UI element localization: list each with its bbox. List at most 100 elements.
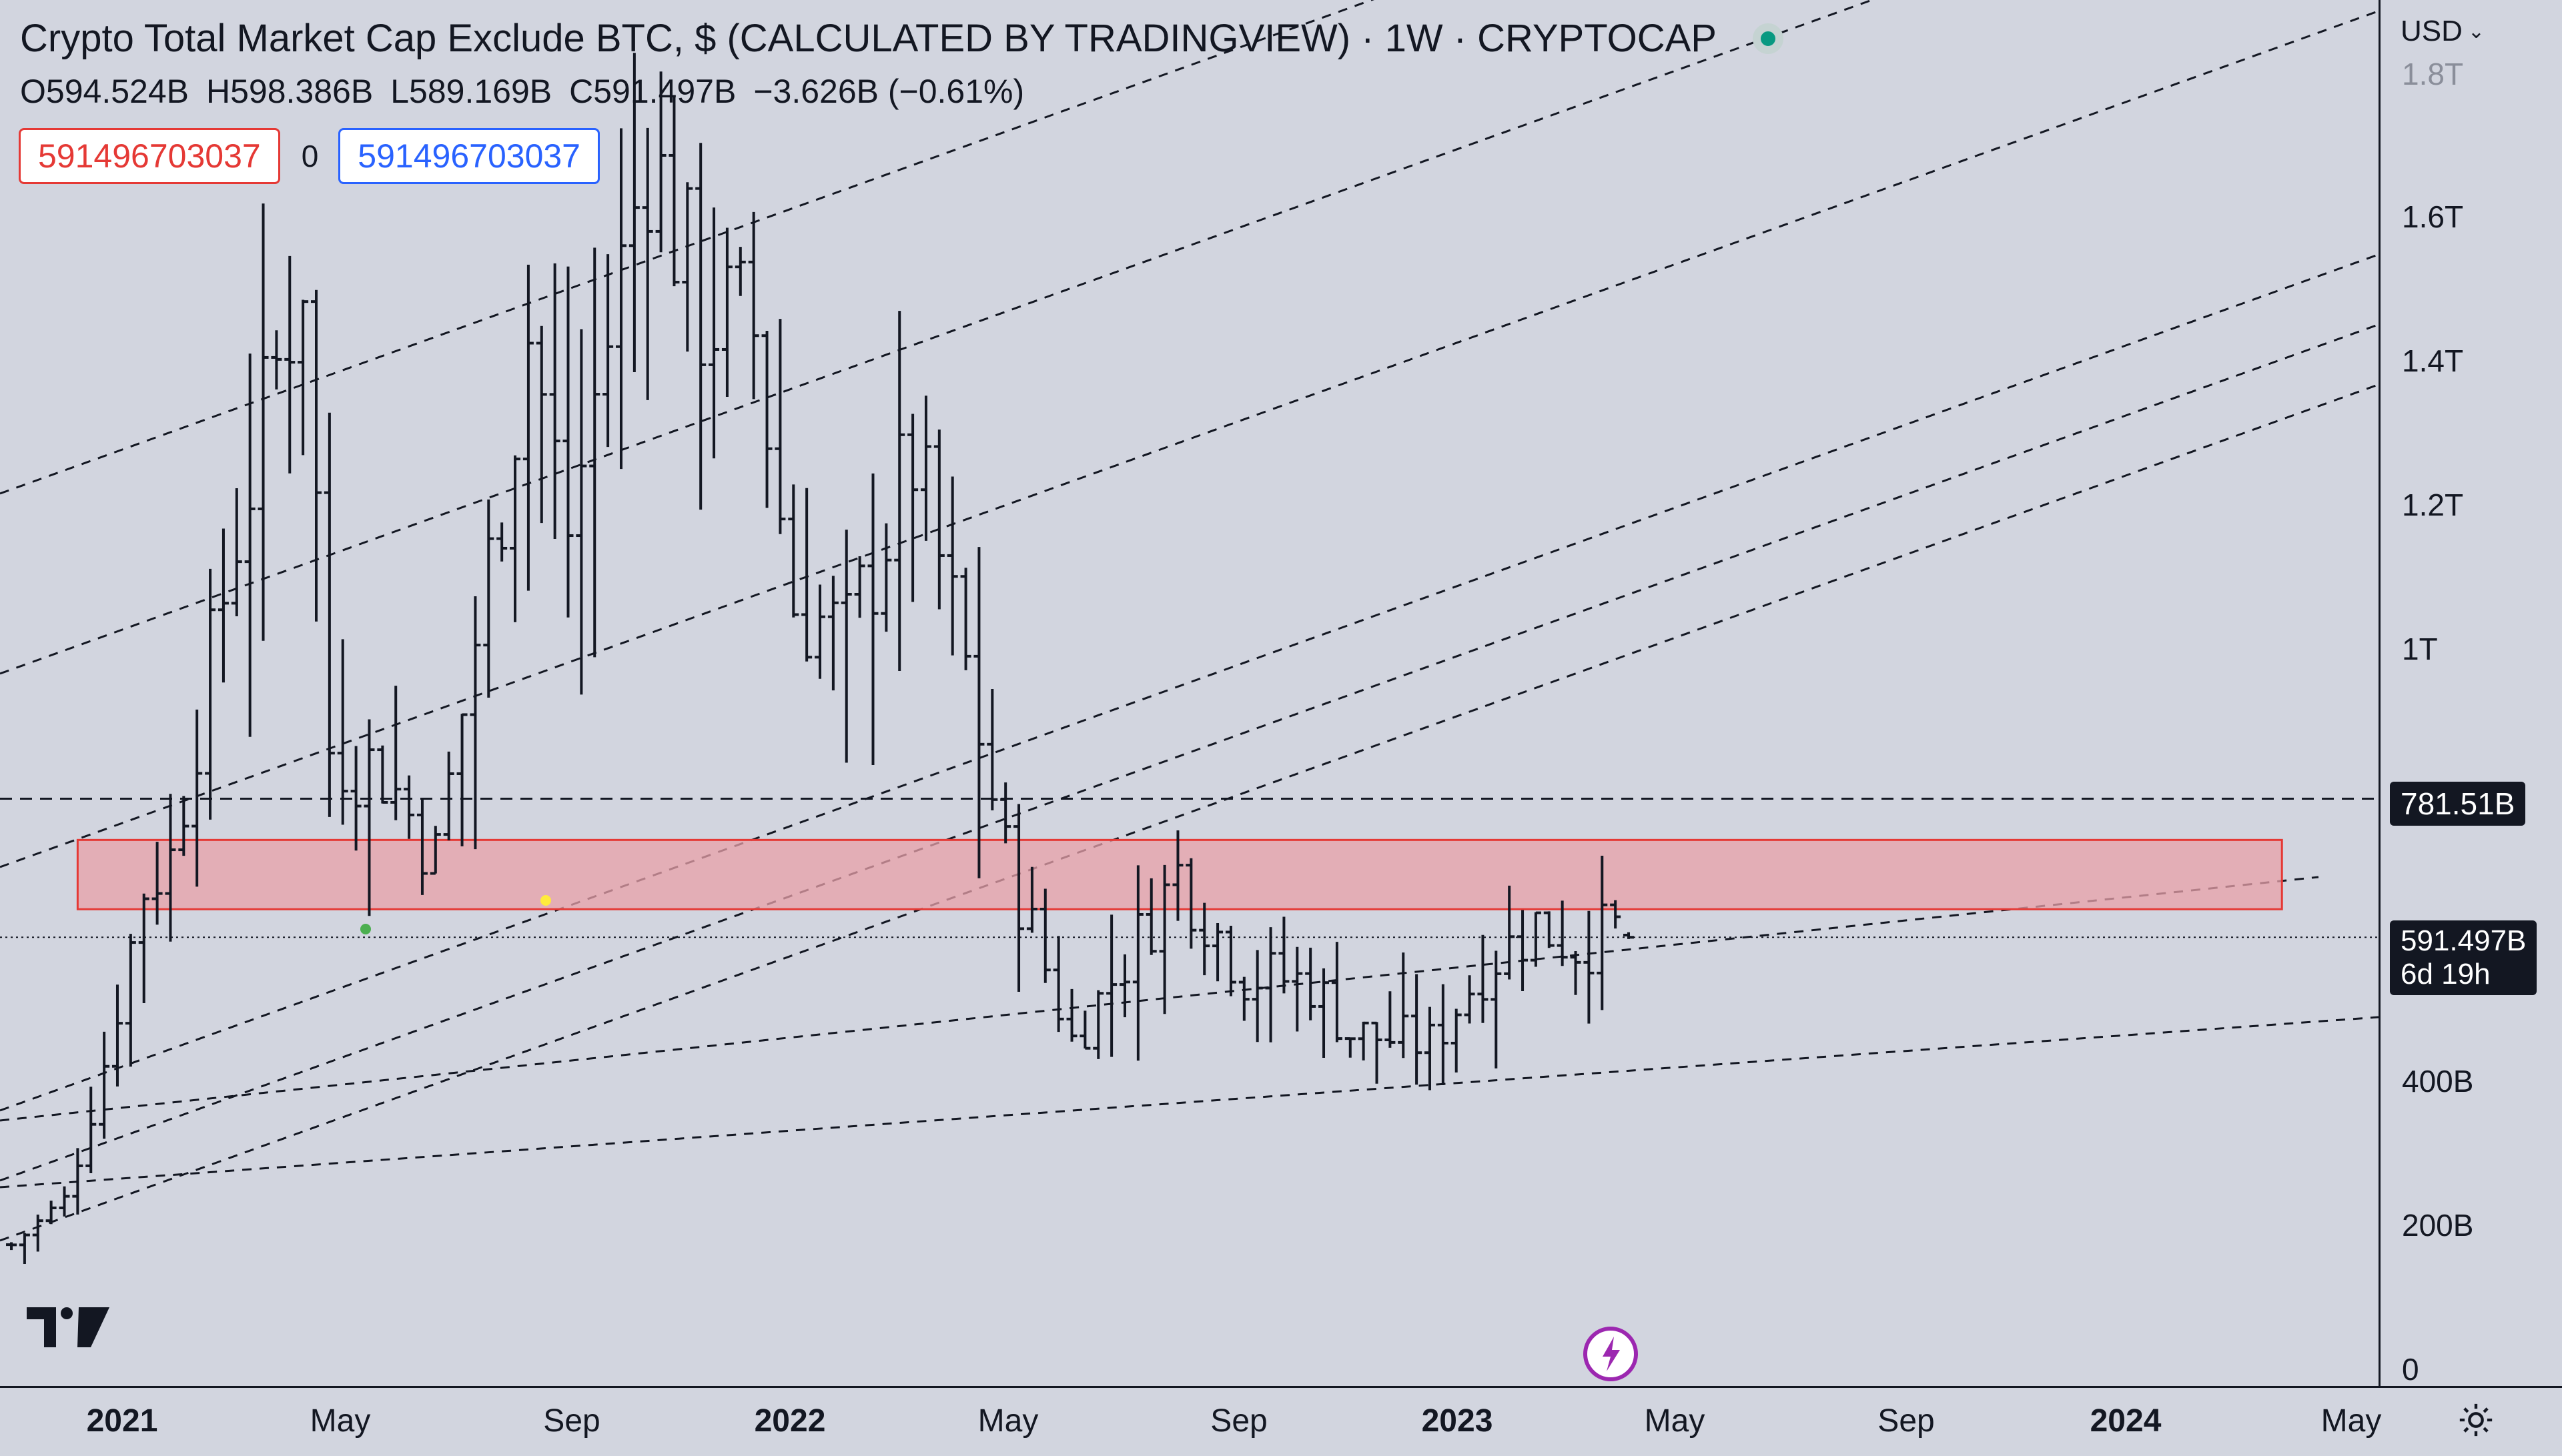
ohlc-bar: [1597, 856, 1608, 1010]
ohlc-open: O594.524B: [20, 73, 189, 110]
ohlc-bar: [655, 71, 667, 253]
ohlc-bar: [125, 934, 136, 1067]
ohlc-bar: [72, 1148, 83, 1215]
y-tick: 0: [2402, 1352, 2419, 1387]
ohlc-bar: [589, 247, 600, 658]
trend-line: [0, 323, 2379, 1182]
ohlc-bar: [1517, 910, 1529, 991]
ohlc-bar: [1265, 927, 1276, 1042]
chevron-down-icon: ⌄: [2467, 20, 2485, 43]
ohlc-bar: [456, 713, 468, 846]
x-tick: 2023: [1421, 1403, 1493, 1439]
ohlc-bar: [1093, 990, 1104, 1059]
trade-panel: 591496703037 0 591496703037: [19, 128, 600, 184]
ohlc-bar: [1106, 914, 1118, 1057]
ohlc-bar: [496, 522, 508, 562]
ohlc-bar: [615, 128, 626, 470]
trend-line: [0, 0, 1875, 675]
ohlc-bar: [1450, 1008, 1462, 1072]
currency-label: USD: [2401, 15, 2463, 47]
marker-dot: [540, 895, 551, 906]
trend-line: [0, 1016, 2379, 1189]
ohlc-bar: [205, 568, 216, 820]
ohlc-bar: [1504, 885, 1515, 980]
ohlc-bar: [1225, 926, 1236, 996]
ohlc-bar: [1358, 1021, 1369, 1060]
ohlc-bar: [258, 203, 269, 641]
ohlc-bar: [324, 412, 335, 817]
ohlc-bar: [1398, 952, 1409, 1058]
price-zone: [76, 838, 2283, 910]
ohlc-bar: [788, 484, 799, 618]
ohlc-bar: [99, 1031, 110, 1139]
y-tick: 200B: [2402, 1208, 2474, 1243]
ohlc-bar: [761, 330, 773, 508]
trend-line: [0, 253, 2379, 1112]
ohlc-bar: [1238, 976, 1250, 1021]
ohlc-bar: [231, 488, 242, 616]
ohlc-bar: [350, 746, 362, 851]
price-axis[interactable]: [2379, 0, 2562, 1386]
ohlc-bar: [45, 1201, 57, 1225]
ohlc-bar: [390, 686, 402, 820]
price-chart[interactable]: [0, 0, 2379, 1386]
ohlc-bar: [337, 639, 348, 825]
chart-title[interactable]: Crypto Total Market Cap Exclude BTC, $ (…: [20, 16, 1793, 61]
ohlc-bar: [85, 1086, 97, 1174]
ohlc-bar: [1252, 950, 1263, 1042]
ohlc-bar: [218, 528, 229, 683]
ohlc-bar: [841, 530, 852, 763]
y-tick: 1.8T: [2402, 57, 2464, 91]
x-tick: Sep: [1210, 1403, 1268, 1439]
ohlc-bar: [298, 299, 309, 456]
ohlc-bar: [510, 455, 521, 622]
ohlc-bar: [1610, 900, 1621, 929]
ohlc-bar: [748, 211, 759, 400]
y-tick: 400B: [2402, 1064, 2474, 1099]
ohlc-bar: [973, 547, 985, 878]
ohlc-bar: [191, 709, 203, 887]
ohlc-bar: [735, 247, 746, 296]
time-axis[interactable]: [0, 1386, 2562, 1456]
ohlc-bar: [1199, 902, 1210, 976]
ohlc-bar: [933, 429, 945, 610]
ohlc-bars: [6, 53, 1635, 1265]
ohlc-bar: [404, 775, 415, 839]
ohlc-bar: [178, 796, 189, 856]
ohlc-bar: [815, 584, 826, 679]
ohlc-bar: [1344, 1037, 1356, 1058]
ohlc-high: H598.386B: [206, 73, 374, 110]
ohlc-bar: [1583, 910, 1595, 1024]
gear-icon[interactable]: [2457, 1401, 2495, 1439]
currency-selector[interactable]: USD ⌄: [2401, 15, 2485, 48]
ohlc-bar: [151, 842, 163, 925]
ohlc-bar: [1477, 934, 1488, 1023]
marker-dot: [360, 924, 371, 934]
ohlc-bar: [443, 751, 454, 841]
y-tick: 1.2T: [2402, 488, 2464, 522]
ohlc-bar: [1039, 888, 1051, 983]
lightning-icon[interactable]: [1583, 1326, 1639, 1382]
ohlc-bar: [271, 330, 282, 390]
tradingview-logo-icon[interactable]: [27, 1307, 109, 1351]
x-tick: Sep: [543, 1403, 600, 1439]
sell-button[interactable]: 591496703037: [19, 128, 280, 184]
ohlc-bar: [1119, 954, 1130, 1018]
ohlc-change: −3.626B (−0.61%): [753, 73, 1025, 110]
ohlc-bar-current: [1623, 932, 1635, 939]
ohlc-bar: [1026, 866, 1037, 933]
ohlc-bar: [1172, 830, 1184, 921]
x-tick: Sep: [1877, 1403, 1935, 1439]
ohlc-bar: [470, 596, 481, 850]
ohlc-bar: [364, 719, 375, 916]
ohlc-bar: [138, 893, 149, 1003]
chart-overlay: [360, 895, 551, 934]
spread-value: 0: [301, 139, 319, 173]
trend-line: [0, 0, 1374, 495]
x-tick: 2024: [2090, 1403, 2162, 1439]
ohlc-bar: [801, 488, 813, 662]
ohlc-bar: [775, 319, 786, 534]
symbol-description[interactable]: Crypto Total Market Cap Exclude BTC, $ (…: [20, 17, 1717, 60]
buy-button[interactable]: 591496703037: [338, 128, 600, 184]
last-price-label: 591.497B 6d 19h: [2390, 920, 2537, 995]
